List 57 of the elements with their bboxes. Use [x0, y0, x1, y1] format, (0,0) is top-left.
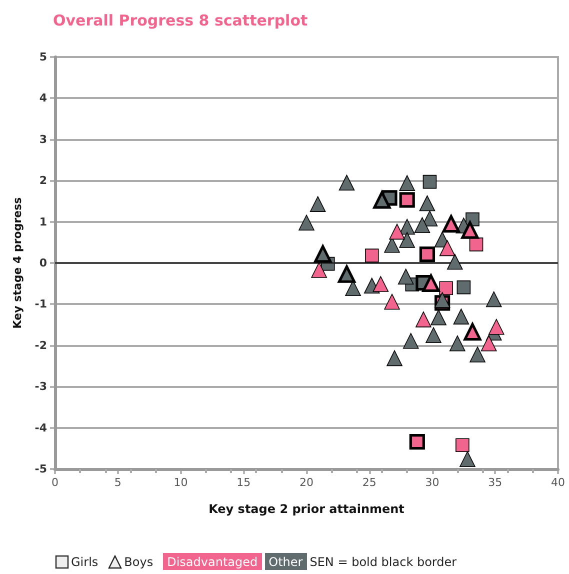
x-tick-label: 30 [425, 476, 440, 489]
point [399, 218, 415, 235]
point [338, 174, 355, 191]
y-tick-label: 3 [39, 132, 47, 146]
y-tick-label: 0 [39, 256, 48, 270]
text: Other [264, 553, 307, 570]
point [430, 309, 446, 326]
point [399, 192, 415, 208]
point [414, 217, 430, 233]
point [453, 308, 470, 324]
x-tick-label: 25 [362, 476, 376, 489]
point [461, 221, 479, 239]
point [426, 327, 442, 343]
y-tick-label: -5 [34, 462, 47, 476]
point [422, 274, 440, 292]
y-tick-label: 1 [39, 215, 47, 228]
text: SEN = bold black border [310, 554, 457, 568]
point [419, 195, 436, 212]
x-tick-label: 15 [236, 476, 251, 489]
y-axis-title: Key stage 4 progress [11, 196, 24, 329]
point [442, 215, 460, 233]
point [450, 335, 466, 352]
point [456, 280, 471, 294]
point [470, 346, 486, 362]
point [402, 332, 419, 349]
x-tick-label: 5 [114, 476, 122, 489]
text: Girls [71, 554, 98, 568]
x-tick-label: 10 [174, 476, 188, 489]
y-tick-label: 4 [39, 92, 48, 105]
point [460, 451, 476, 468]
point [399, 232, 415, 248]
y-tick-label: 2 [39, 174, 47, 188]
point [398, 268, 414, 284]
x-tick-label: 20 [300, 476, 314, 489]
point [464, 323, 482, 341]
text: Boys [124, 554, 154, 568]
point [298, 214, 314, 231]
y-tick-label: -1 [34, 298, 47, 311]
point [446, 254, 463, 270]
y-tick-label: 5 [39, 50, 47, 64]
point [419, 246, 436, 262]
x-tick-label: 0 [52, 476, 58, 489]
point [310, 196, 326, 212]
x-tick-label: 40 [551, 476, 565, 489]
y-tick-label: -2 [34, 338, 47, 352]
point [409, 434, 425, 450]
point [399, 175, 415, 191]
y-tick-label: -3 [34, 380, 47, 394]
point [486, 291, 502, 308]
text: Disadvantaged [163, 553, 262, 570]
x-axis-title: Key stage 2 prior attainment [208, 502, 405, 516]
chart-title: Overall Progress 8 scatterplot [53, 12, 308, 30]
x-tick-label: 35 [488, 476, 502, 489]
point [422, 174, 437, 189]
point [386, 350, 402, 366]
point [434, 292, 450, 308]
y-tick-label: -4 [34, 421, 48, 434]
